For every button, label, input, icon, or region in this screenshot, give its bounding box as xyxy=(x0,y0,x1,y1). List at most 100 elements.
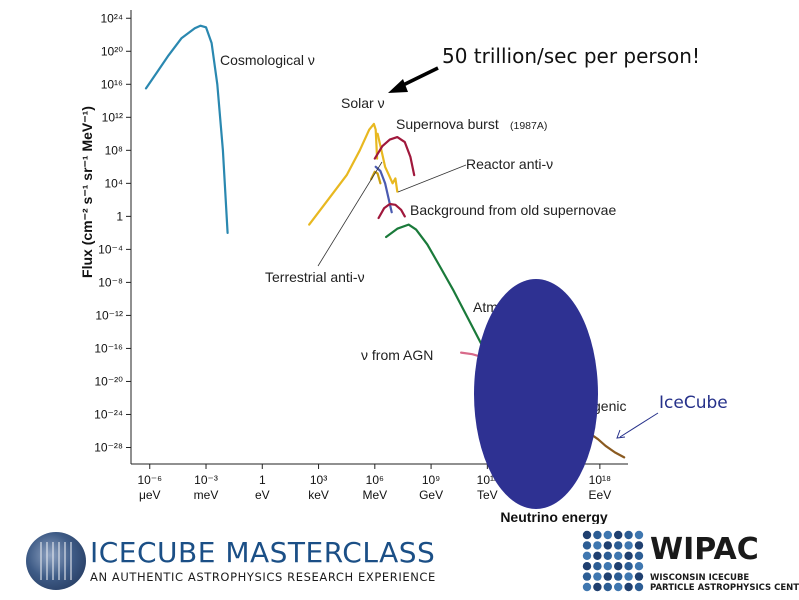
masterclass-subtitle: AN AUTHENTIC ASTROPHYSICS RESEARCH EXPER… xyxy=(90,570,436,584)
label-atmospheric: Atm xyxy=(473,299,498,315)
label-cosmogenic: genic xyxy=(593,398,626,414)
wipac-logo-dot xyxy=(603,530,612,540)
icecube-masterclass-logo xyxy=(26,532,86,590)
wipac-logo-dot xyxy=(582,551,592,560)
y-ticks: 10²⁴ 10²⁰ 10¹⁶ 10¹² 10⁸ 10⁴ 1 10⁻⁴ 10⁻⁸ 10⁻¹² 10⁻¹… xyxy=(94,11,131,454)
wipac-logo-dot xyxy=(593,572,602,581)
y-tick-label: 10⁸ xyxy=(105,143,123,157)
y-tick-label: 10²⁴ xyxy=(101,11,124,25)
wipac-logo-dot xyxy=(603,551,612,560)
icecube-label: IceCube xyxy=(659,393,728,413)
wipac-logo-dot xyxy=(614,541,623,550)
series-line-cosmological xyxy=(144,24,229,234)
x-tick-unit-label: meV xyxy=(194,488,219,502)
x-tick-power-label: 10⁻³ xyxy=(194,473,218,487)
wipac-logo-dot xyxy=(593,551,602,560)
wipac-logo-dot xyxy=(603,572,612,581)
callout-solar-rate: 50 trillion/sec per person! xyxy=(442,44,700,68)
series-line-solar xyxy=(376,132,399,193)
x-tick-power-label: 1 xyxy=(259,473,266,487)
x-tick-unit-label: eV xyxy=(255,488,270,502)
series-line-supernova-burst-1987a xyxy=(373,136,416,177)
y-tick-label: 10⁻⁸ xyxy=(98,275,123,289)
wipac-logo-dot xyxy=(582,541,592,550)
wipac-logo-dot xyxy=(624,582,633,592)
label-supernova-year: (1987A) xyxy=(510,120,547,132)
wipac-logo-dot xyxy=(614,551,623,560)
x-tick-unit-label: keV xyxy=(308,488,329,502)
x-tick-unit-label: GeV xyxy=(419,488,443,502)
wipac-logo-dot xyxy=(614,582,623,592)
series-line-background-from-old-supernovae xyxy=(377,202,406,220)
series-line-solar xyxy=(308,122,379,226)
wipac-logo-dot xyxy=(593,562,602,571)
reactor-leader-line xyxy=(397,164,467,193)
icecube-pointer-line xyxy=(619,412,659,438)
x-tick-power-label: 10¹² xyxy=(477,473,498,487)
y-axis-title: Flux (cm⁻² s⁻¹ sr⁻¹ MeV⁻¹) xyxy=(79,106,95,278)
x-tick-unit-label: MeV xyxy=(362,488,387,502)
label-terrestrial: Terrestrial anti-ν xyxy=(265,269,365,285)
series-line-atmospheric xyxy=(385,223,500,375)
wipac-logo-dot xyxy=(634,572,644,581)
x-tick-unit-label: EeV xyxy=(589,488,612,502)
x-tick-unit-label: TeV xyxy=(477,488,498,502)
wipac-logo-dot xyxy=(603,541,612,550)
wipac-logo-dot xyxy=(614,572,623,581)
wipac-logo-dot xyxy=(634,541,644,550)
flux-chart: 10²⁴ 10²⁰ 10¹⁶ 10¹² 10⁸ 10⁴ 1 10⁻⁴ 10⁻⁸ 10⁻¹² 10⁻¹… xyxy=(79,10,728,524)
wipac-logo-dot xyxy=(624,530,633,540)
wipac-logo-dot xyxy=(582,562,592,571)
x-tick-power-label: 10³ xyxy=(310,473,327,487)
wipac-logo-dot xyxy=(624,551,633,560)
wipac-logo-dot xyxy=(603,562,612,571)
wipac-logo-dot xyxy=(603,582,612,592)
x-tick-unit-label: μeV xyxy=(139,488,161,502)
y-tick-label: 10¹² xyxy=(102,110,123,124)
y-tick-label: 10⁻²⁸ xyxy=(94,440,123,454)
label-background-old-supernovae: Background from old supernovae xyxy=(410,202,616,218)
y-tick-label: 10⁻¹⁶ xyxy=(94,341,123,355)
label-supernova-burst: Supernova burst xyxy=(396,116,499,132)
wipac-logo-dot xyxy=(634,530,644,540)
wipac-logo-dot xyxy=(624,572,633,581)
wipac-logo-dot xyxy=(624,541,633,550)
wipac-logo-dot xyxy=(582,582,592,592)
wipac-logo-dot xyxy=(614,530,623,540)
callout-arrowhead xyxy=(388,79,408,93)
wipac-subtitle-line1: WISCONSIN ICECUBE xyxy=(650,573,750,583)
wipac-logo-dot xyxy=(582,530,592,540)
wipac-logo-dot xyxy=(582,572,592,581)
label-cosmological: Cosmological ν xyxy=(220,52,315,68)
wipac-name: WIPAC xyxy=(650,532,759,567)
x-tick-power-label: 10⁹ xyxy=(422,473,441,487)
y-tick-label: 10⁻¹² xyxy=(95,308,123,322)
label-agn: ν from AGN xyxy=(361,347,433,363)
series-line-terrestrial-anti xyxy=(370,170,382,185)
x-tick-power-label: 10⁻⁶ xyxy=(137,473,162,487)
wipac-logo-dot xyxy=(593,530,602,540)
x-tick-power-label: 10¹⁸ xyxy=(589,473,611,487)
masterclass-title: ICECUBE MASTERCLASS xyxy=(90,536,436,569)
label-solar: Solar ν xyxy=(341,95,385,111)
series-lines xyxy=(144,24,626,459)
footer-banner: ICECUBE MASTERCLASS AN AUTHENTIC ASTROPH… xyxy=(0,524,799,600)
terrestrial-leader-line xyxy=(317,161,383,267)
y-tick-label: 10⁻⁴ xyxy=(98,242,123,256)
wipac-dot-logo xyxy=(582,530,644,592)
wipac-logo-dot xyxy=(624,562,633,571)
logo-detector-strings xyxy=(40,542,72,580)
wipac-logo-dot xyxy=(634,551,644,560)
y-tick-label: 10²⁰ xyxy=(101,44,123,58)
y-tick-label: 10¹⁶ xyxy=(101,77,123,91)
wipac-logo-dot xyxy=(634,582,644,592)
occluding-ellipse xyxy=(474,279,598,509)
label-reactor: Reactor anti-ν xyxy=(466,156,553,172)
wipac-subtitle-line2: PARTICLE ASTROPHYSICS CENTER xyxy=(650,583,799,593)
wipac-logo-dot xyxy=(614,562,623,571)
wipac-logo-dot xyxy=(634,562,644,571)
y-tick-label: 10⁴ xyxy=(104,176,123,190)
x-axis-title: Neutrino energy xyxy=(500,509,608,524)
wipac-logo-dot xyxy=(593,582,602,592)
y-tick-label: 10⁻²⁴ xyxy=(94,407,123,421)
